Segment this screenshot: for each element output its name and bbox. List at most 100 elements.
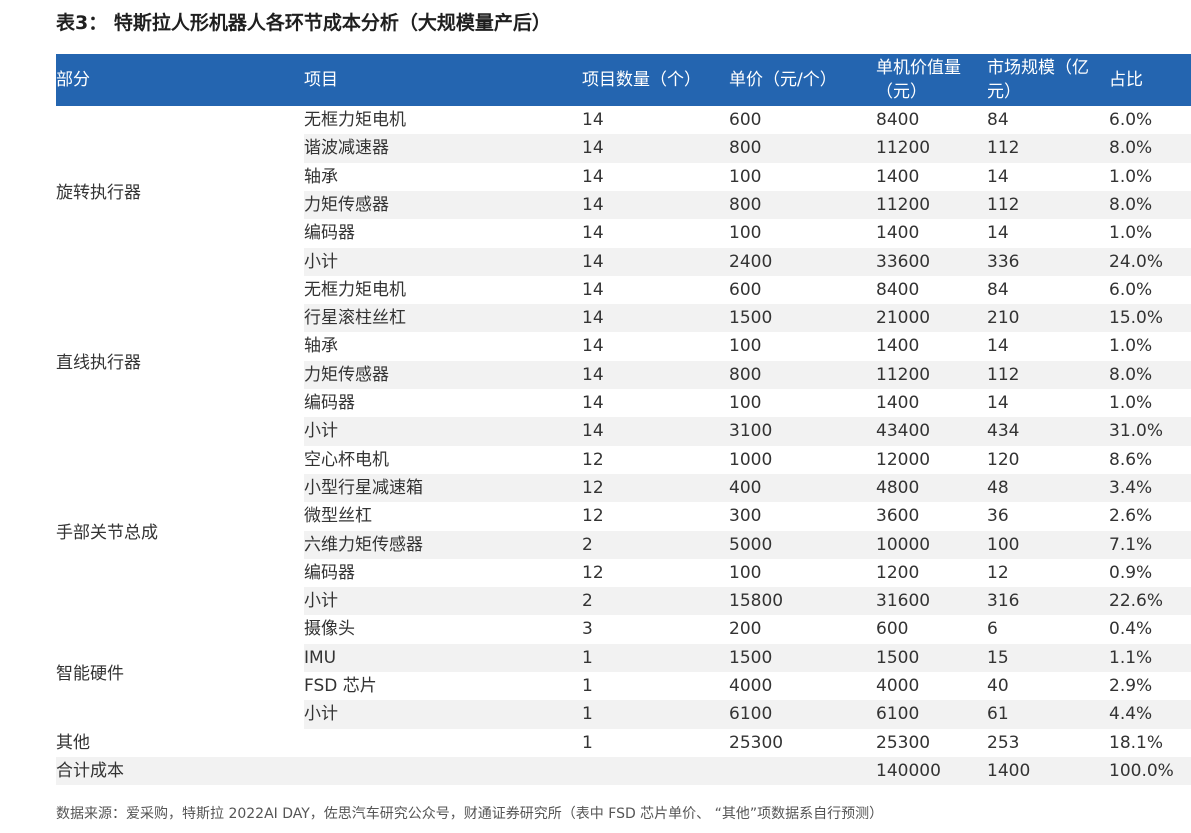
unit-value-cell: 600 <box>876 619 909 640</box>
table-row: FSD 芯片 1 4000 4000 40 2.9% <box>56 672 1191 700</box>
unit-price-cell: 100 <box>729 393 762 413</box>
quantity-cell: 14 <box>582 138 604 159</box>
market-size-cell: 40 <box>987 676 1009 696</box>
share-cell: 6.0% <box>1109 279 1153 300</box>
item-cell: 小计 <box>304 591 338 612</box>
item-cell: FSD 芯片 <box>304 676 377 696</box>
market-size-cell: 112 <box>987 138 1020 159</box>
unit-value-cell: 3600 <box>876 506 920 527</box>
unit-value-cell: 10000 <box>876 534 931 555</box>
unit-value-cell: 6100 <box>876 704 920 725</box>
quantity-cell: 14 <box>582 223 604 244</box>
quantity-cell: 12 <box>582 477 604 498</box>
section-label: 智能硬件 <box>56 664 124 685</box>
market-size-cell: 84 <box>987 110 1009 130</box>
quantity-cell: 1 <box>582 676 593 696</box>
share-cell: 31.0% <box>1109 421 1164 442</box>
share-cell: 7.1% <box>1109 534 1153 555</box>
share-cell: 22.6% <box>1109 591 1164 612</box>
header-market-size: 市场规模（亿元） <box>987 58 1089 102</box>
quantity-cell: 3 <box>582 619 593 640</box>
market-size-cell: 1400 <box>987 760 1031 781</box>
market-size-cell: 36 <box>987 506 1009 527</box>
unit-price-cell: 1500 <box>729 647 773 668</box>
table-row: 无框力矩电机 14 600 8400 84 6.0% <box>56 106 1191 134</box>
header-unit-value: 单机价值量（元） <box>876 58 961 102</box>
unit-value-cell: 43400 <box>876 421 931 442</box>
item-cell: 力矩传感器 <box>304 364 389 385</box>
share-cell: 4.4% <box>1109 704 1153 725</box>
section-label: 直线执行器 <box>56 353 141 374</box>
quantity-cell: 12 <box>582 506 604 527</box>
table-row: 小计 14 2400 33600 336 24.0% <box>56 247 1191 276</box>
unit-price-cell: 5000 <box>729 534 773 555</box>
table-row: 微型丝杠 12 300 3600 36 2.6% <box>56 502 1191 530</box>
item-cell: 小计 <box>304 251 338 272</box>
table-header: 部分 项目 项目数量（个） 单价（元/个） 单机价值量（元） 市场规模（亿元） … <box>56 54 1191 106</box>
market-size-cell: 434 <box>987 421 1020 442</box>
share-cell: 1.0% <box>1109 223 1153 244</box>
total-row: 合计成本 140000 1400 100.0% <box>56 756 1191 786</box>
unit-value-cell: 8400 <box>876 110 920 130</box>
quantity-cell: 14 <box>582 308 604 329</box>
quantity-cell: 14 <box>582 393 604 413</box>
item-cell: 轴承 <box>304 336 338 357</box>
share-cell: 100.0% <box>1109 760 1174 781</box>
item-cell: 小计 <box>304 421 338 442</box>
unit-price-cell: 800 <box>729 194 762 215</box>
quantity-cell: 14 <box>582 194 604 215</box>
row-shading <box>304 530 1191 559</box>
unit-price-cell: 600 <box>729 110 762 130</box>
unit-price-cell: 100 <box>729 223 762 244</box>
row-shading <box>56 756 1191 786</box>
table-row: 无框力矩电机 14 600 8400 84 6.0% <box>56 276 1191 304</box>
table-row: 六维力矩传感器 2 5000 10000 100 7.1% <box>56 530 1191 559</box>
quantity-cell: 12 <box>582 562 604 583</box>
market-size-cell: 14 <box>987 393 1009 413</box>
unit-value-cell: 21000 <box>876 308 931 329</box>
market-size-cell: 210 <box>987 308 1020 329</box>
unit-price-cell: 600 <box>729 279 762 300</box>
header-unit-price: 单价（元/个） <box>729 70 837 90</box>
market-size-cell: 100 <box>987 534 1020 555</box>
section-label: 合计成本 <box>56 760 124 781</box>
unit-value-cell: 12000 <box>876 449 931 470</box>
share-cell: 2.9% <box>1109 676 1153 696</box>
unit-value-cell: 11200 <box>876 138 931 159</box>
unit-price-cell: 800 <box>729 364 762 385</box>
unit-price-cell: 2400 <box>729 251 773 272</box>
market-size-cell: 12 <box>987 562 1009 583</box>
share-cell: 2.6% <box>1109 506 1153 527</box>
share-cell: 8.0% <box>1109 364 1153 385</box>
unit-price-cell: 15800 <box>729 591 784 612</box>
share-cell: 0.9% <box>1109 562 1153 583</box>
market-size-cell: 14 <box>987 336 1009 357</box>
market-size-cell: 14 <box>987 166 1009 187</box>
item-cell: 编码器 <box>304 562 355 583</box>
table-row: 小计 14 3100 43400 434 31.0% <box>56 417 1191 446</box>
share-cell: 18.1% <box>1109 732 1164 753</box>
market-size-cell: 120 <box>987 449 1020 470</box>
header-section: 部分 <box>56 70 90 90</box>
share-cell: 1.0% <box>1109 336 1153 357</box>
unit-price-cell: 1500 <box>729 308 773 329</box>
quantity-cell: 14 <box>582 251 604 272</box>
quantity-cell: 2 <box>582 534 593 555</box>
section-label: 手部关节总成 <box>56 522 158 543</box>
table-row: 轴承 14 100 1400 14 1.0% <box>56 163 1191 191</box>
table-row: 摄像头 3 200 600 6 0.4% <box>56 615 1191 643</box>
market-size-cell: 336 <box>987 251 1020 272</box>
item-cell: 六维力矩传感器 <box>304 534 423 555</box>
share-cell: 1.0% <box>1109 393 1153 413</box>
table-row: 小计 2 15800 31600 316 22.6% <box>56 587 1191 616</box>
quantity-cell: 2 <box>582 591 593 612</box>
unit-price-cell: 4000 <box>729 676 773 696</box>
quantity-cell: 1 <box>582 647 593 668</box>
source-note: 数据来源：爱采购，特斯拉 2022AI DAY，佐思汽车研究公众号，财通证券研究… <box>56 806 884 822</box>
unit-value-cell: 1200 <box>876 562 920 583</box>
unit-price-cell: 1000 <box>729 449 773 470</box>
unit-value-cell: 1400 <box>876 393 920 413</box>
quantity-cell: 14 <box>582 421 604 442</box>
table-row: 轴承 14 100 1400 14 1.0% <box>56 332 1191 360</box>
item-cell: 行星滚柱丝杠 <box>304 308 406 329</box>
